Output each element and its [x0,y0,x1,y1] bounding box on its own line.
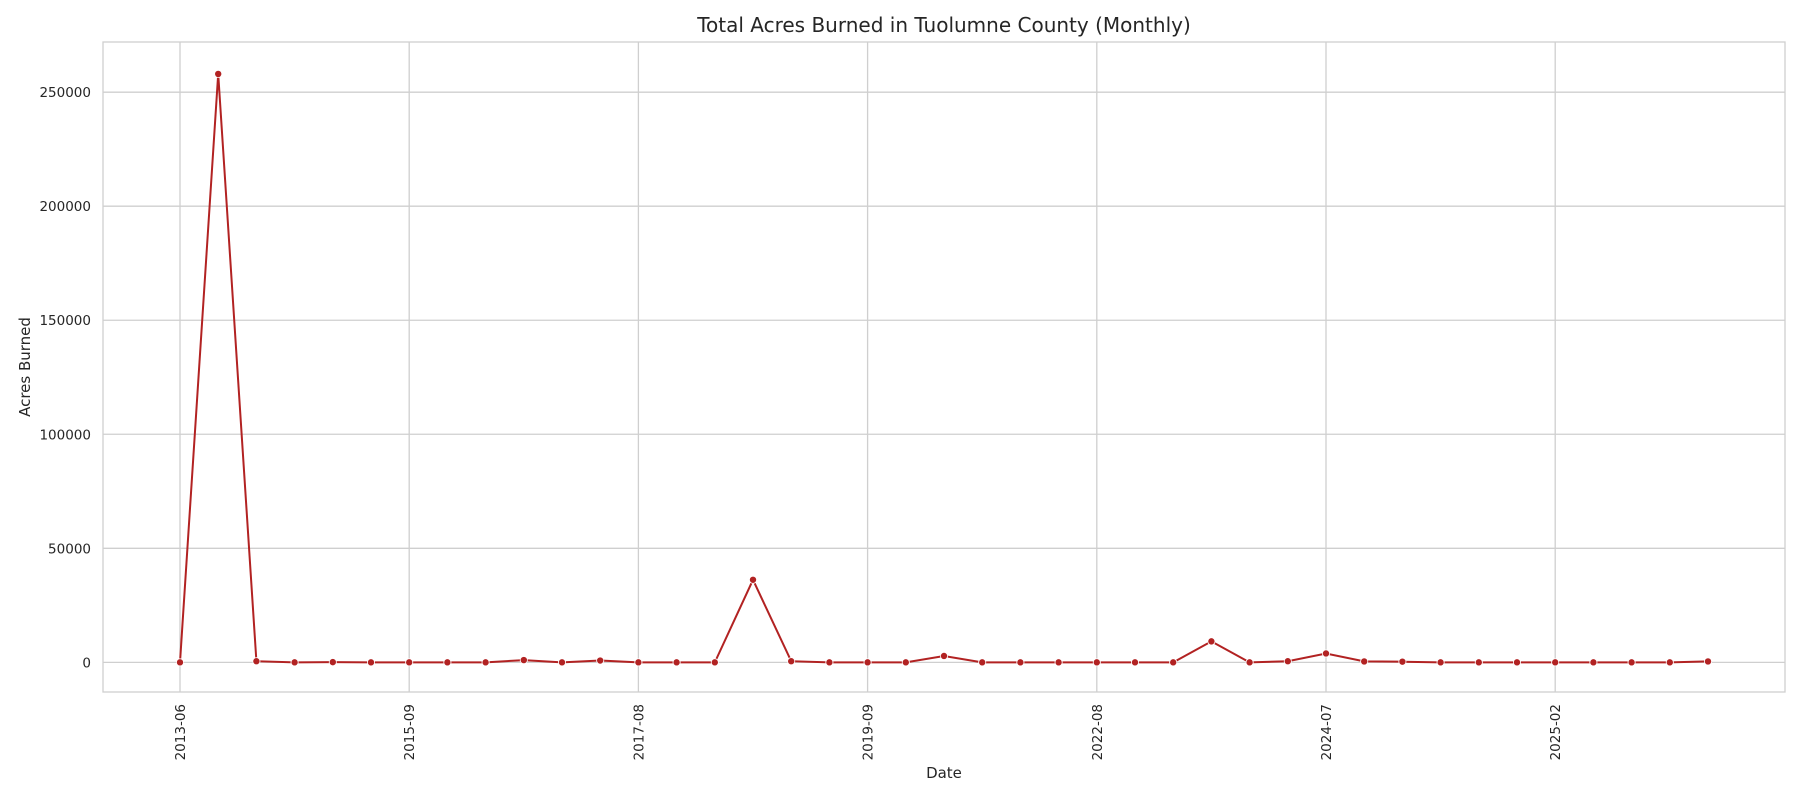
data-point [1245,658,1254,667]
grid [103,42,1785,692]
data-point [940,651,949,660]
data-point [443,658,452,667]
data-point [1322,649,1331,658]
data-point [1589,658,1598,667]
data-point [405,658,414,667]
data-point [1474,658,1483,667]
data-point [214,69,223,78]
data-point [1092,658,1101,667]
y-tick-label: 0 [82,655,91,671]
plot-frame [102,41,1786,693]
data-point [1283,657,1292,666]
data-point [634,658,643,667]
data-point [558,658,567,667]
data-point [1436,658,1445,667]
data-point [1131,658,1140,667]
y-tick-label: 50000 [48,541,91,557]
y-axis-label: Acres Burned [16,317,34,417]
data-point [1704,657,1713,666]
data-point [596,656,605,665]
data-point [175,658,184,667]
y-tick-label: 250000 [39,85,91,101]
data-point [519,656,528,665]
x-tick-label: 2024-07 [1319,704,1335,760]
data-point [366,658,375,667]
x-tick-label: 2025-02 [1548,704,1564,760]
chart-title: Total Acres Burned in Tuolumne County (M… [696,13,1191,37]
data-point [1627,658,1636,667]
data-point [328,658,337,667]
data-point [1169,658,1178,667]
data-point [710,658,719,667]
x-axis-label: Date [926,764,962,782]
data-point [1513,658,1522,667]
data-point [1665,658,1674,667]
data-point [672,658,681,667]
data-point [1398,657,1407,666]
data-point [481,658,490,667]
data-point [1207,637,1216,646]
y-tick-label: 150000 [39,313,91,329]
y-tick-label: 200000 [39,199,91,215]
data-point [252,657,261,666]
data-point [1016,658,1025,667]
data-point [1054,658,1063,667]
data-point [1360,657,1369,666]
data-point [825,658,834,667]
data-point [290,658,299,667]
y-tick-labels: 0 50000 100000 150000 200000 250000 [39,85,91,671]
data-point [901,658,910,667]
x-tick-label: 2013-06 [173,704,189,760]
data-points [175,69,1713,667]
x-tick-label: 2017-08 [631,704,647,760]
data-point [1551,658,1560,667]
data-point [863,658,872,667]
y-tick-label: 100000 [39,427,91,443]
data-point [978,658,987,667]
x-tick-label: 2015-09 [402,704,418,760]
data-point [787,657,796,666]
x-tick-label: 2019-09 [861,704,877,760]
x-tick-label: 2022-08 [1090,704,1106,760]
data-point [749,575,758,584]
x-tick-labels: 2013-06 2015-09 2017-08 2019-09 2022-08 2024-… [173,704,1564,760]
